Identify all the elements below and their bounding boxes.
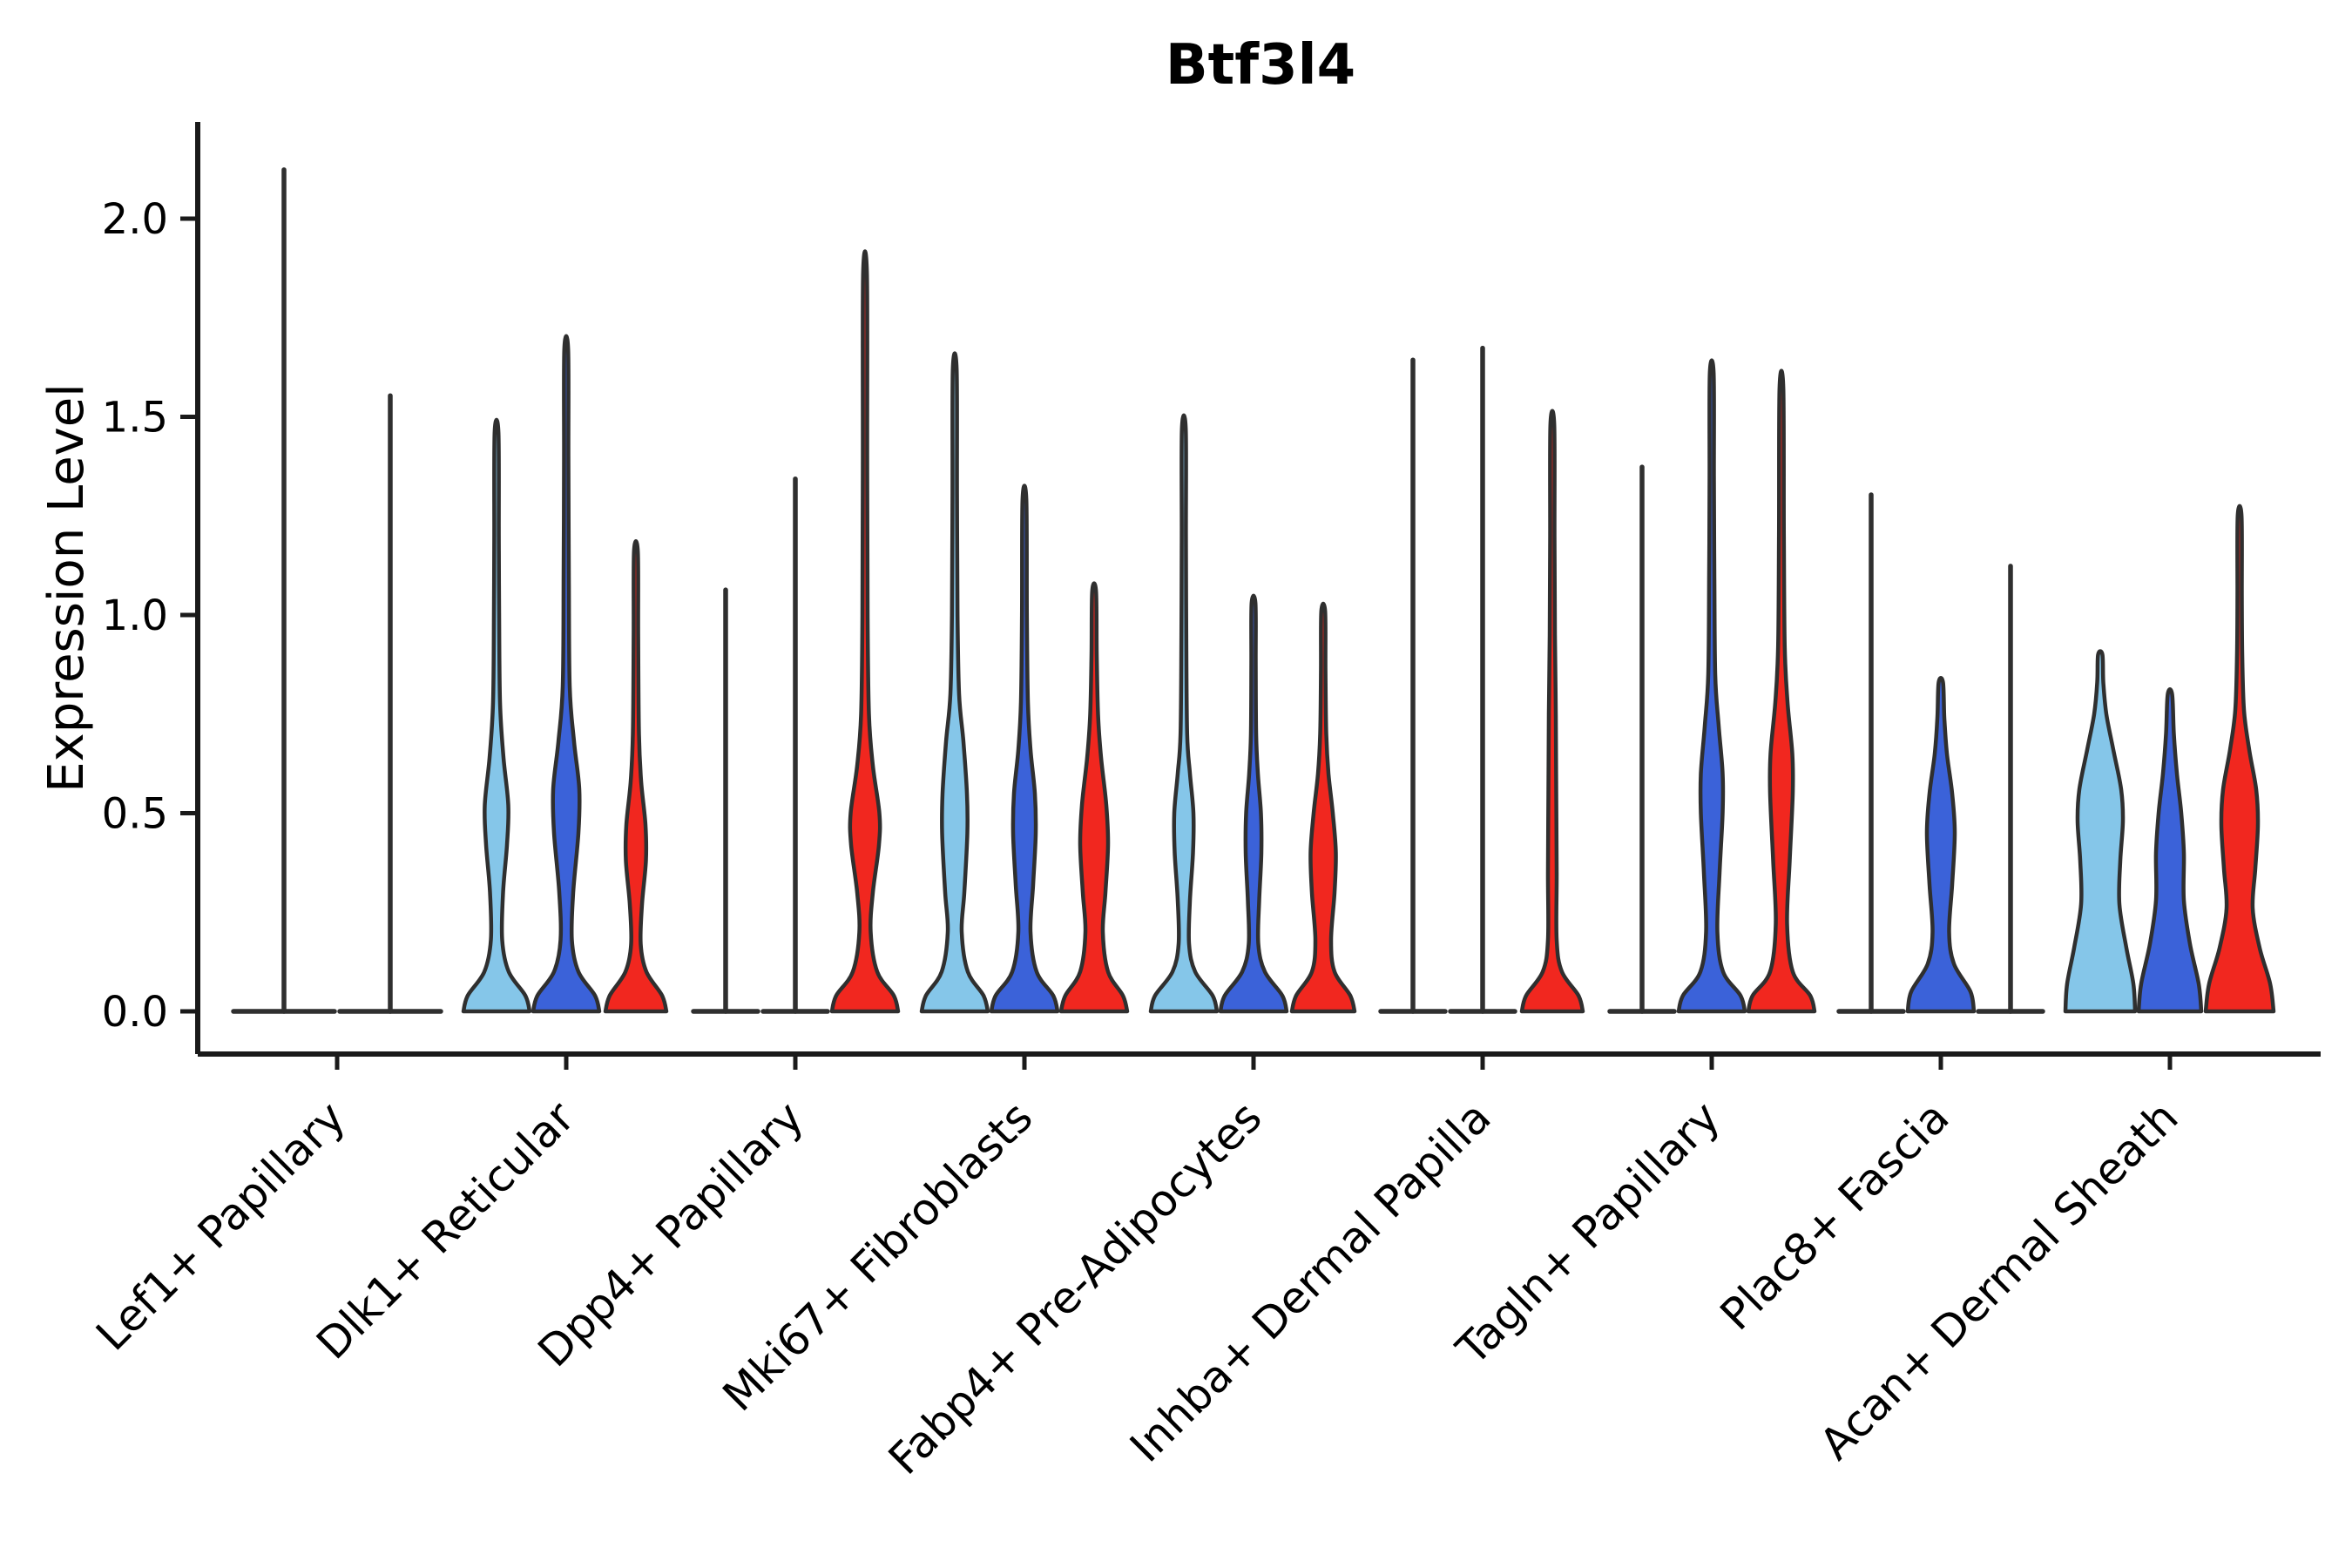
x-tick-label-plac8-fascia: Plac8+ Fascia <box>1711 1092 1959 1340</box>
violin-mki67-fibroblasts-s2 <box>989 483 1060 1014</box>
y-tick-label: 0.0 <box>102 988 168 1037</box>
violin-plac8-fascia-s2 <box>1905 675 1977 1014</box>
axes <box>195 122 2321 1057</box>
x-tick-label-lef1-papillary: Lef1+ Papillary <box>86 1092 355 1360</box>
violin-dlk1-reticular-s2 <box>531 334 602 1014</box>
violin-acan-dermal-sheath-s1 <box>2063 649 2138 1014</box>
violin-mki67-fibroblasts-s3 <box>1058 581 1130 1014</box>
violin-tagln-papillary-s3 <box>1746 368 1817 1014</box>
violin-mki67-fibroblasts-s1 <box>919 351 990 1014</box>
y-axis-ticks: 0.0 0.5 1.0 1.5 2.0 <box>102 195 198 1037</box>
violin-fabp4-pre-adipocytes-s2 <box>1218 593 1289 1014</box>
violin-dlk1-reticular-s1 <box>461 417 532 1014</box>
x-tick-label-fabp4-pre-adipocytes: Fabp4+ Pre-Adipocytes <box>879 1092 1272 1484</box>
violins-layer <box>231 167 2276 1014</box>
plot-title: Btf3l4 <box>1166 33 1355 98</box>
violin-fabp4-pre-adipocytes-s3 <box>1289 601 1357 1014</box>
violin-fabp4-pre-adipocytes-s1 <box>1148 413 1220 1014</box>
violin-dlk1-reticular-s3 <box>603 539 669 1014</box>
y-axis-label: Expression Level <box>38 383 95 793</box>
violin-tagln-papillary-s2 <box>1676 358 1747 1014</box>
violin-dpp4-papillary-s3 <box>829 249 901 1014</box>
violin-acan-dermal-sheath-s2 <box>2136 687 2204 1014</box>
violin-inhba-dermal-papilla-s3 <box>1519 409 1585 1014</box>
y-tick-label: 1.5 <box>102 394 168 443</box>
y-tick-label: 0.5 <box>102 790 168 839</box>
violin-acan-dermal-sheath-s3 <box>2203 504 2276 1014</box>
y-tick-label: 2.0 <box>102 195 168 244</box>
y-tick-label: 1.0 <box>102 591 168 640</box>
